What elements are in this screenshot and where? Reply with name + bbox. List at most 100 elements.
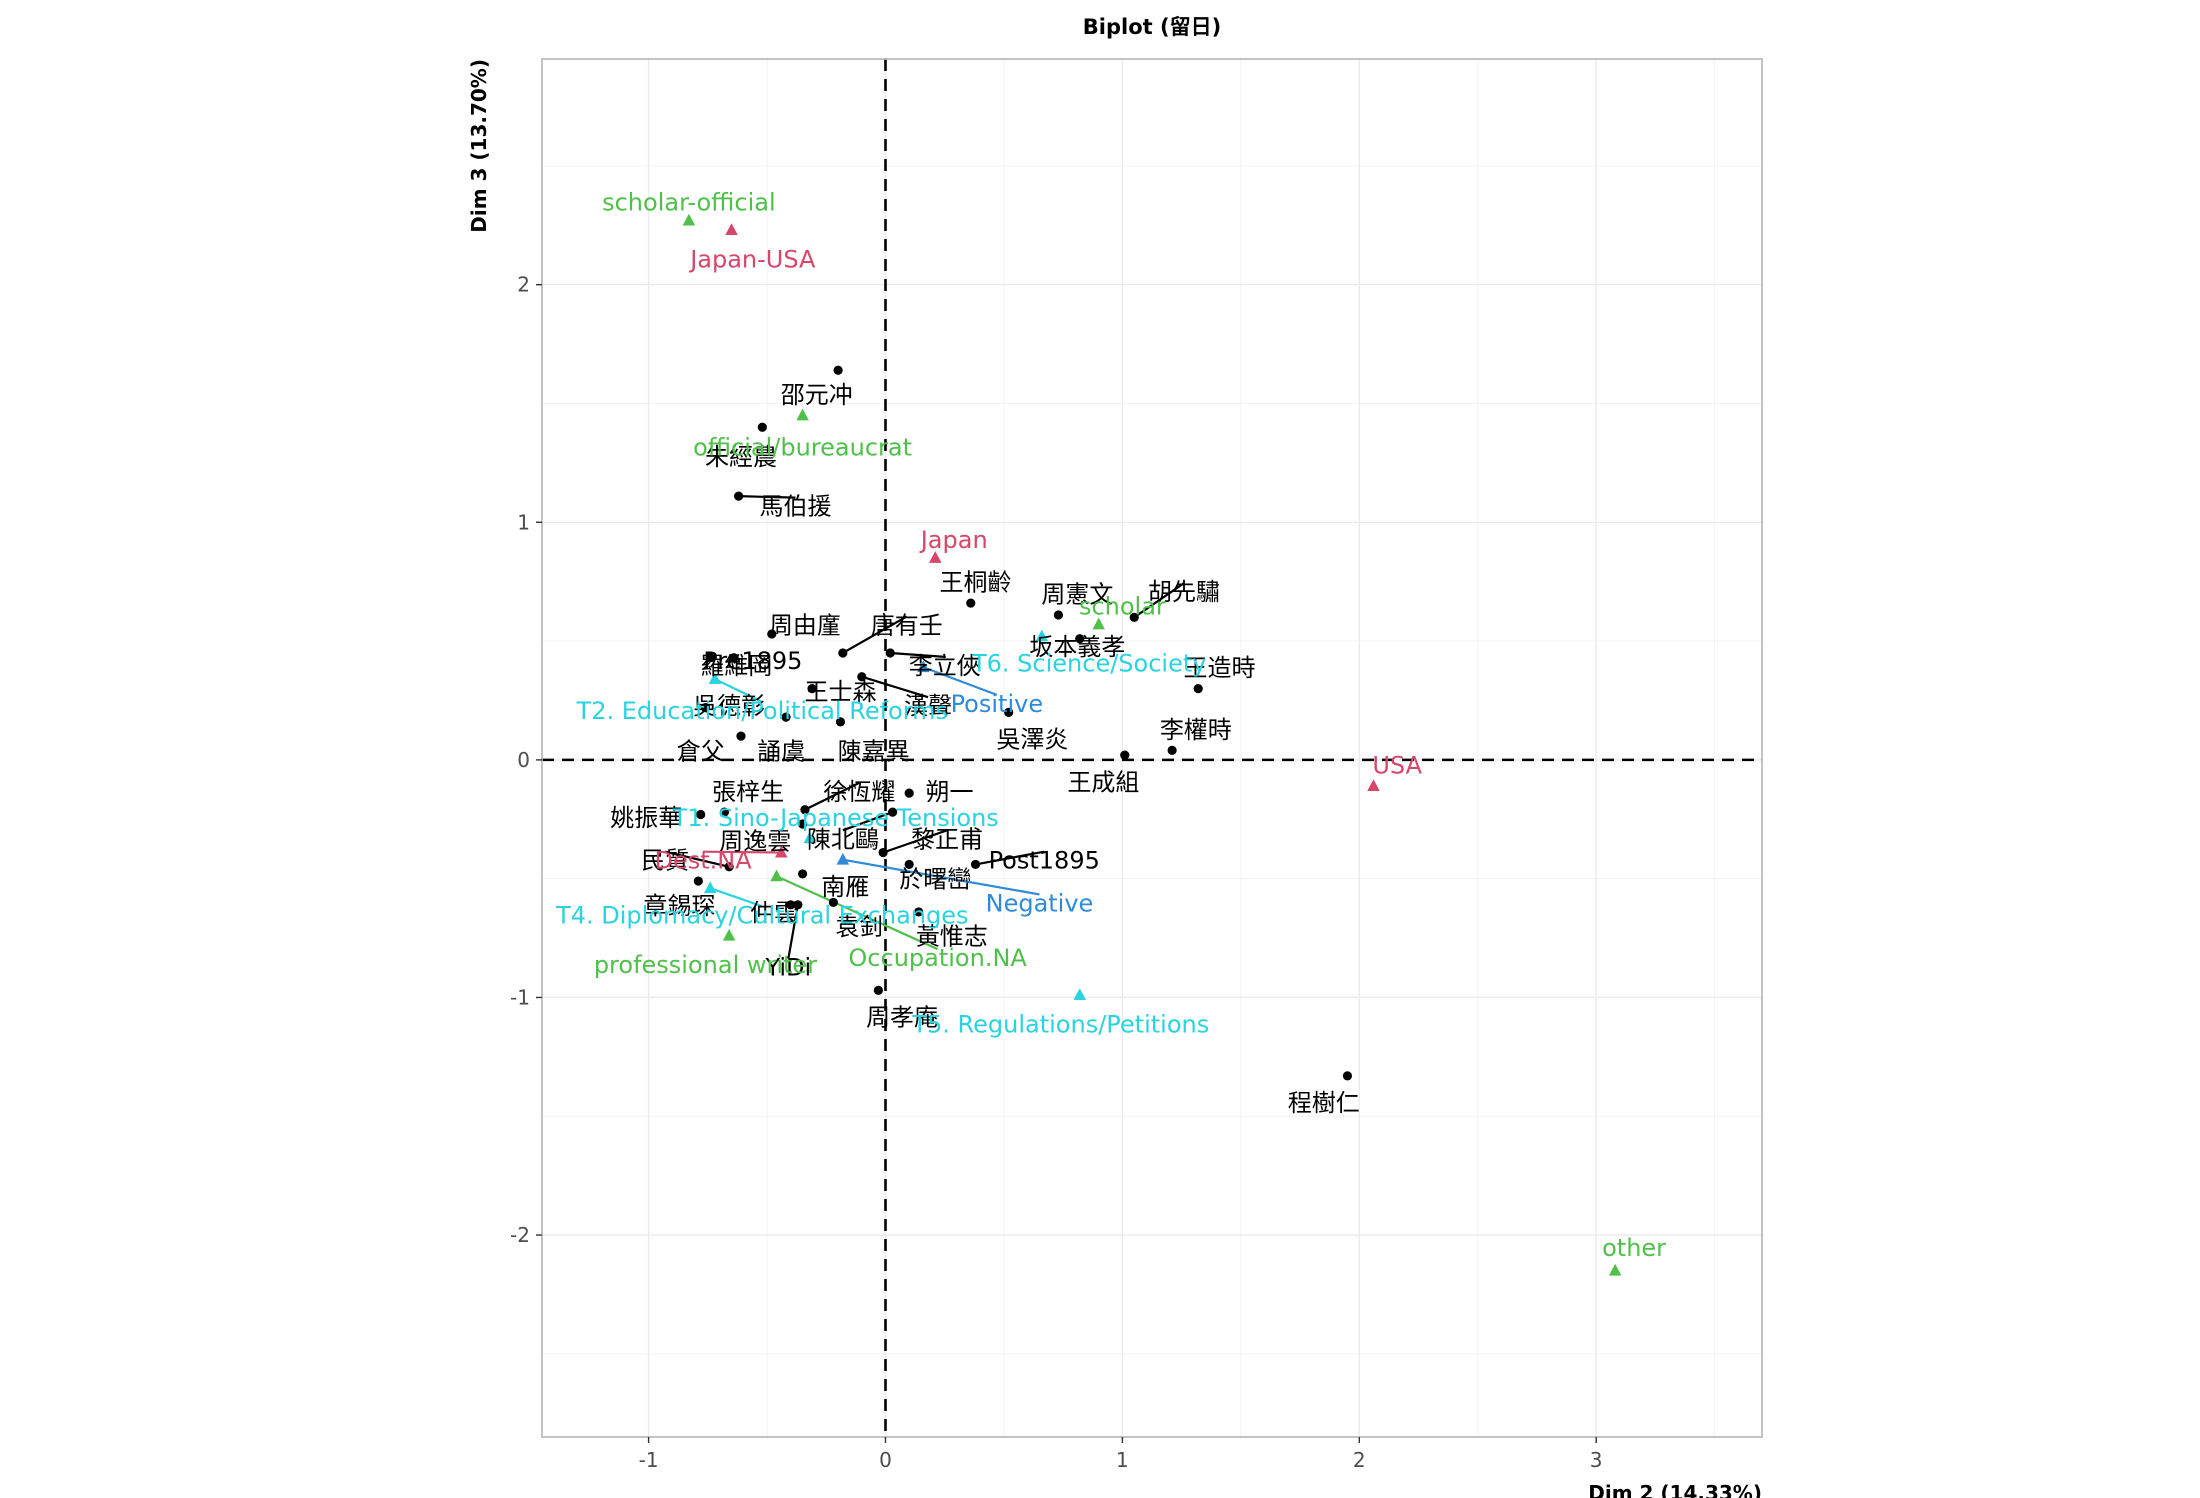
axis-ticks: -1 0 1 2 3 -2 -1 0 1 2 <box>510 273 1602 1472</box>
occupation-point <box>722 928 736 941</box>
individual-point <box>729 653 739 663</box>
individual-label-leader <box>664 850 730 868</box>
individual-label: 程樹仁 <box>1288 1089 1360 1117</box>
y-tick-label: -2 <box>510 1223 530 1247</box>
individual-point <box>1193 684 1203 694</box>
individual-point <box>700 703 711 713</box>
individual-label: 徐恆耀 <box>823 778 895 806</box>
individual-label: 民質 <box>641 847 689 875</box>
individual-label: 周由廑 <box>769 611 841 639</box>
individual-point <box>724 862 734 872</box>
individual-point <box>793 900 803 910</box>
occupation-label: professional writer <box>594 951 817 979</box>
individual-label: 南雁 <box>821 873 869 901</box>
individual-label-leader <box>787 904 799 959</box>
topic-label-leader <box>714 678 763 703</box>
individual-point <box>914 907 924 917</box>
individual-label-leader <box>842 811 893 832</box>
individual-point <box>705 653 715 663</box>
individual-label: 陳北鷗 <box>807 825 879 853</box>
individual-point <box>781 712 791 722</box>
individual-label-leader <box>738 495 796 499</box>
individual-label: 邵元冲 <box>781 381 853 409</box>
individual-label: 仲雲 <box>750 899 798 927</box>
topic-point <box>1035 629 1049 642</box>
individual-label: 坂本義孝 <box>1029 633 1125 661</box>
panel-border <box>541 58 1763 1438</box>
individual-point <box>885 648 895 658</box>
individual-label: 張梓生 <box>712 778 784 806</box>
individual-point <box>696 809 706 820</box>
individual-point <box>873 985 883 995</box>
individual-label: 吳德彰 <box>693 692 765 720</box>
individual-label: 胡先驌 <box>1148 578 1220 606</box>
occupation-point <box>770 869 783 882</box>
topic-label: T2. Education/Political Reforms <box>576 697 949 725</box>
occupation-label: scholar <box>1079 592 1166 620</box>
individual-point <box>904 859 914 870</box>
individual-label: 周逸雲 <box>719 828 791 856</box>
individual-point <box>734 491 744 501</box>
individual-point <box>835 717 846 727</box>
individual-label: YiDi <box>765 954 812 982</box>
individual-label-leader <box>975 850 1045 866</box>
individual-label: 倉父 <box>677 737 725 765</box>
individual-point <box>878 847 888 858</box>
individual-point <box>833 365 843 375</box>
individual-label: 王士森 <box>804 678 876 706</box>
occupation-label: Occupation.NA <box>848 944 1027 972</box>
topic-point <box>708 672 722 685</box>
y-axis-title: Dim 3 (13.70%) <box>467 59 491 233</box>
topic-label: T5. Regulations/Petitions <box>911 1011 1209 1039</box>
attitude-point <box>836 852 850 865</box>
individual-label: 王造時 <box>1184 654 1256 682</box>
x-tick-label: -1 <box>639 1448 659 1472</box>
individual-label-leader <box>1133 582 1185 619</box>
individual-label: 王成組 <box>1067 768 1139 796</box>
data-marks <box>682 213 1622 1276</box>
individual-point <box>757 422 767 432</box>
individual-label: 於曙巒 <box>899 866 971 894</box>
individual-point <box>767 629 777 639</box>
individual-label: 王桐齡 <box>940 569 1012 597</box>
topic-point <box>1073 988 1086 1001</box>
individual-label: 周孝庵 <box>866 1003 938 1031</box>
occupation-point <box>1608 1263 1622 1276</box>
individual-point <box>888 807 898 817</box>
x-tick-label: 0 <box>879 1448 892 1472</box>
destination-label-leader <box>703 850 782 854</box>
occupation-point <box>1092 617 1105 630</box>
chart-title: Biplot (留日) <box>1083 15 1221 39</box>
topic-label: T1. Sino-Japanese Tensions <box>672 804 999 832</box>
individual-label: 李立俠 <box>909 652 981 680</box>
destination-label: USA <box>1372 752 1422 780</box>
individual-label: 黃惟志 <box>916 923 988 951</box>
individual-point <box>904 788 914 798</box>
destination-point <box>725 223 738 236</box>
individual-label-leader <box>882 829 948 854</box>
individual-point <box>1004 707 1014 717</box>
individual-label: Pre1895 <box>703 647 802 675</box>
destination-label: Japan-USA <box>688 246 816 274</box>
x-tick-label: 3 <box>1590 1448 1603 1472</box>
individual-point <box>797 819 808 829</box>
individual-point <box>1075 634 1085 644</box>
individual-label: 漢聲 <box>904 692 952 720</box>
individual-label-leader <box>842 615 908 654</box>
individual-point <box>719 807 730 817</box>
individual-label: 黎正甫 <box>911 825 983 853</box>
individual-label: 吳澤炎 <box>996 725 1068 753</box>
individual-point <box>693 876 703 886</box>
individual-point <box>1342 1071 1353 1081</box>
topic-label: T6. Science/Society <box>971 649 1206 677</box>
individual-point <box>966 598 976 608</box>
individual-point <box>800 805 810 815</box>
occupation-label: scholar-official <box>602 189 776 217</box>
attitude-label: Negative <box>986 889 1094 917</box>
destination-point <box>775 845 788 858</box>
individual-label: 朱經農 <box>705 443 777 471</box>
y-tick-label: 2 <box>517 273 530 297</box>
individual-point <box>857 672 867 682</box>
individual-label-leader <box>861 675 929 699</box>
